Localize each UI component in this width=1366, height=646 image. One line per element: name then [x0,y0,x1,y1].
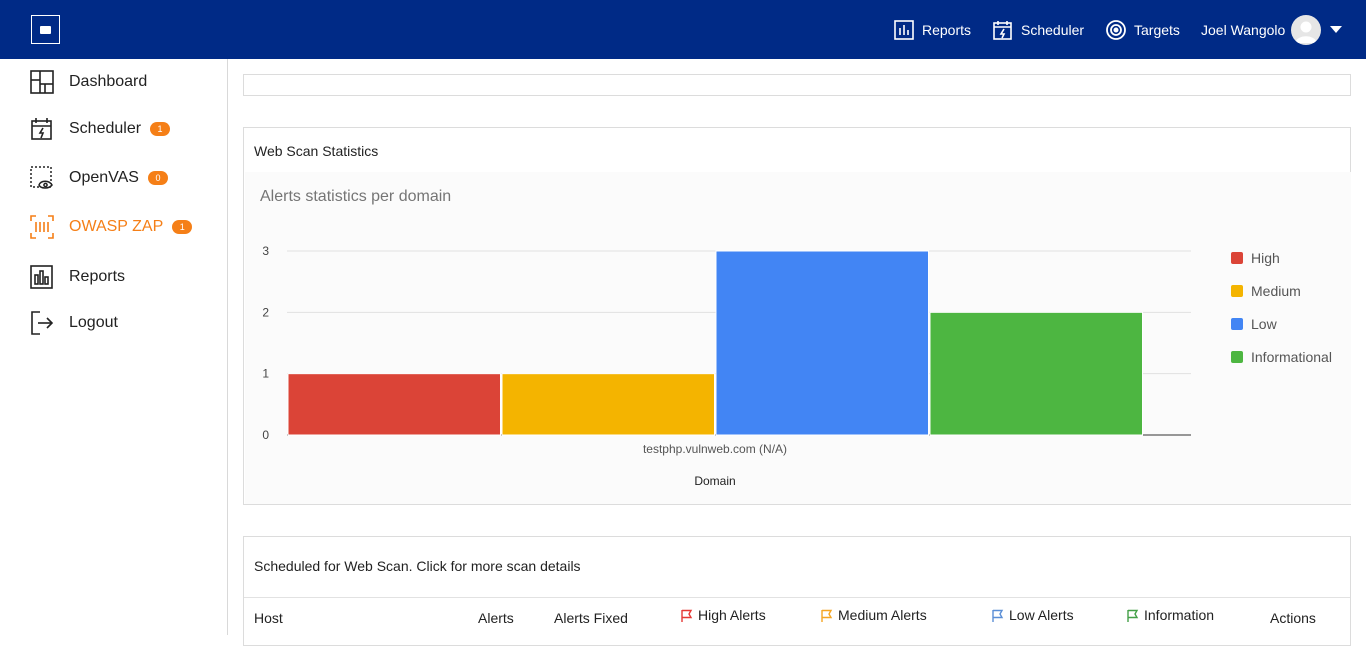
chevron-down-icon[interactable] [1330,26,1343,33]
column-label: High Alerts [698,607,766,623]
legend-swatch [1231,351,1243,363]
sidebar-item-label: Scheduler [69,120,142,137]
topnav-reports-label: Reports [922,21,972,38]
column-label: Alerts [478,610,514,626]
topnav-targets-label: Targets [1134,21,1180,38]
sidebar: Dashboard Scheduler 1 OpenVAS 0 OWASP ZA… [0,59,228,635]
x-tick-label: testphp.vulnweb.com (N/A) [643,442,787,456]
logout-icon [31,311,54,335]
scheduler-icon [993,20,1012,40]
panel-title: Web Scan Statistics [254,143,379,159]
alerts-chart: Alerts statistics per domain 0 1 2 3 testphp… [245,172,1351,504]
legend-label: High [1251,250,1280,266]
column-label: Medium Alerts [838,607,927,623]
reports-icon [30,265,53,289]
y-tick-label: 0 [262,428,269,442]
legend-swatch [1231,285,1243,297]
sidebar-item-owasp-zap[interactable]: OWASP ZAP 1 [30,212,193,242]
topnav-targets[interactable]: Targets [1105,0,1180,59]
column-alerts[interactable]: Alerts [478,610,514,626]
alerts-bar-chart: 0 1 2 3 testphp.vulnweb.com (N/A) Domain High M… [262,244,1332,488]
y-tick-label: 1 [262,367,269,381]
legend-swatch [1231,318,1243,330]
sidebar-item-openvas[interactable]: OpenVAS 0 [30,163,168,193]
topnav-reports[interactable]: Reports [893,0,971,59]
logo-mark [40,25,51,34]
sidebar-item-dashboard[interactable]: Dashboard [30,67,147,97]
column-medium-alerts[interactable]: Medium Alerts [820,607,927,623]
owasp-zap-count-badge: 1 [172,220,193,234]
sidebar-item-logout[interactable]: Logout [30,308,118,338]
app-logo[interactable] [31,15,60,44]
avatar[interactable] [1291,14,1322,45]
user-avatar-icon [1295,21,1318,43]
sidebar-item-reports[interactable]: Reports [30,262,125,292]
flag-icon [681,609,693,622]
user-name: Joel Wangolo [1201,21,1286,38]
column-alerts-fixed[interactable]: Alerts Fixed [554,610,628,626]
bar-informational [929,311,1143,436]
flag-icon [821,609,833,622]
sidebar-item-label: Logout [69,314,118,331]
scheduled-web-scan-panel: Scheduled for Web Scan. Click for more s… [243,536,1351,646]
dashboard-icon [30,70,54,94]
column-low-alerts[interactable]: Low Alerts [991,607,1074,623]
target-icon [1106,19,1126,40]
scan-table-header: Host Alerts Alerts Fixed High Alerts Med… [244,597,1350,645]
topnav-scheduler[interactable]: Scheduler [992,0,1084,59]
openvas-count-badge: 0 [147,171,168,185]
flag-icon [1127,609,1139,622]
column-label: Alerts Fixed [554,610,628,626]
sidebar-item-label: Reports [69,268,126,285]
legend-swatch [1231,252,1243,264]
column-actions[interactable]: Actions [1270,610,1316,626]
column-label: Information [1144,607,1215,623]
bar-medium [501,373,715,436]
sidebar-item-label: Dashboard [69,73,148,90]
column-label: Host [254,610,283,626]
legend-label: Informational [1251,349,1332,365]
openvas-icon [30,166,53,189]
y-tick-label: 2 [262,305,269,319]
sidebar-item-label: OpenVAS [69,169,139,186]
column-information[interactable]: Information [1126,607,1214,623]
bar-high [287,373,501,436]
scheduler-icon [31,118,52,140]
reports-icon [894,19,914,40]
summary-panel [243,74,1351,96]
bar-low [715,250,929,436]
legend-label: Medium [1251,283,1301,299]
topnav-scheduler-label: Scheduler [1021,21,1085,38]
column-high-alerts[interactable]: High Alerts [680,607,766,623]
legend-label: Low [1251,316,1278,332]
panel-title: Scheduled for Web Scan. Click for more s… [254,558,581,574]
column-label: Actions [1270,610,1316,626]
x-axis-title: Domain [694,474,735,488]
user-menu[interactable]: Joel Wangolo [1201,0,1343,59]
web-scan-statistics-panel: Web Scan Statistics Alerts statistics pe… [243,127,1351,505]
column-label: Low Alerts [1009,607,1074,623]
sidebar-item-scheduler[interactable]: Scheduler 1 [30,114,171,144]
top-navigation-bar: Reports Scheduler Targets Joel Wangolo [0,0,1366,59]
flag-icon [992,609,1004,622]
chart-title: Alerts statistics per domain [260,188,452,205]
owasp-zap-icon [30,215,54,239]
column-host[interactable]: Host [254,610,283,626]
scheduler-count-badge: 1 [150,122,171,136]
sidebar-item-label: OWASP ZAP [69,218,164,235]
y-tick-label: 3 [262,244,269,258]
